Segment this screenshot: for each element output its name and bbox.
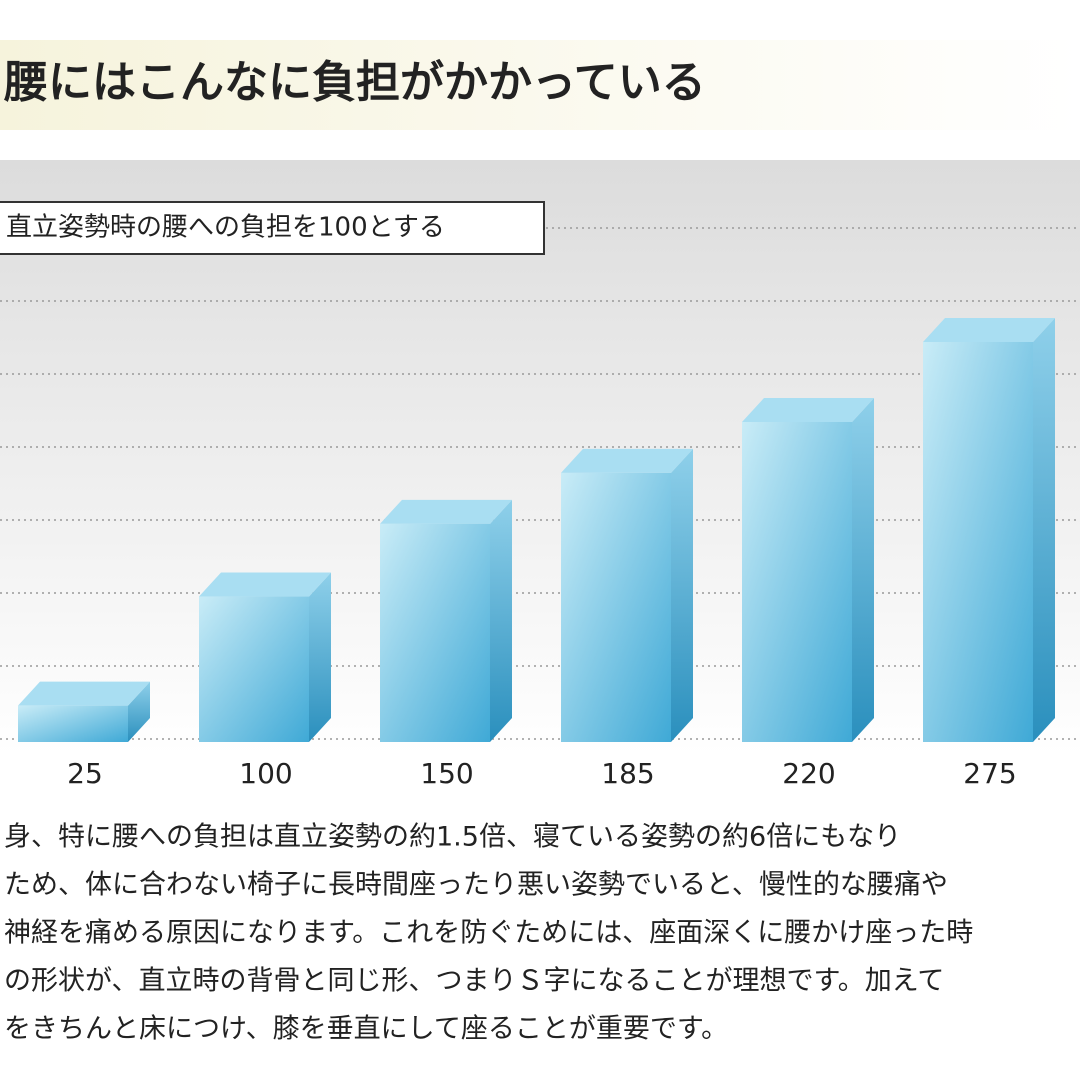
bar-top <box>380 499 512 524</box>
bar <box>18 705 128 742</box>
bar-side <box>852 398 874 742</box>
value-label: 275 <box>963 757 1016 790</box>
value-label: 150 <box>420 757 473 790</box>
plot-background <box>0 160 1080 755</box>
value-label: 100 <box>239 757 292 790</box>
bar-side <box>1033 318 1055 742</box>
bar-top <box>18 681 150 706</box>
body-line: の形状が、直立時の背骨と同じ形、つまりＳ字になることが理想です。加えて <box>4 966 944 997</box>
bar-top <box>199 572 331 597</box>
value-label: 220 <box>782 757 835 790</box>
note: 直立姿勢時の腰への負担を100とする <box>6 213 445 243</box>
bar-top <box>923 318 1055 342</box>
bar-top <box>561 448 693 473</box>
bar-side <box>671 448 693 742</box>
bar-side <box>490 499 512 742</box>
body-text: 身、特に腰への負担は直立姿勢の約1.5倍、寝ている姿勢の約6倍にもなりため、体に… <box>4 822 973 1045</box>
body-line: 神経を痛める原因になります。これを防ぐためには、座面深くに腰かけ座った時 <box>4 918 973 949</box>
title-band <box>0 40 1080 130</box>
note-box <box>0 201 545 255</box>
bar <box>561 472 671 742</box>
bar <box>742 422 852 742</box>
bars: 25 100 150 185 220 275 <box>18 318 1055 790</box>
bar <box>923 342 1033 742</box>
bar-side <box>309 572 331 742</box>
value-label: 25 <box>67 757 103 790</box>
chart-title: 腰にはこんなに負担がかかっている <box>3 57 706 108</box>
bar-side <box>128 681 150 742</box>
bar-top <box>742 398 874 422</box>
body-line: をきちんと床につけ、膝を垂直にして座ることが重要です。 <box>4 1014 728 1045</box>
body-line: 身、特に腰への負担は直立姿勢の約1.5倍、寝ている姿勢の約6倍にもなり <box>4 822 901 853</box>
body-line: ため、体に合わない椅子に長時間座ったり悪い姿勢でいると、慢性的な腰痛や <box>4 870 948 901</box>
bar <box>199 596 309 742</box>
bar <box>380 523 490 742</box>
value-label: 185 <box>601 757 654 790</box>
grid <box>0 227 1080 740</box>
